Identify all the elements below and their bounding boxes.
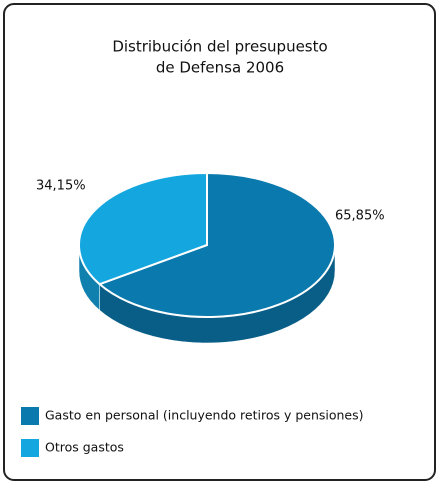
legend-swatch: [21, 439, 39, 457]
data-label: 34,15%: [36, 179, 86, 194]
chart-title: de Defensa 2006: [156, 59, 284, 77]
legend-label: Otros gastos: [45, 440, 124, 455]
legend-label: Gasto en personal (incluyendo retiros y …: [45, 408, 364, 423]
chart-title: Distribución del presupuesto: [112, 38, 327, 56]
data-label: 65,85%: [335, 209, 385, 224]
slice: [97, 171, 336, 318]
slice: [78, 171, 208, 286]
legend-swatch: [21, 407, 39, 425]
